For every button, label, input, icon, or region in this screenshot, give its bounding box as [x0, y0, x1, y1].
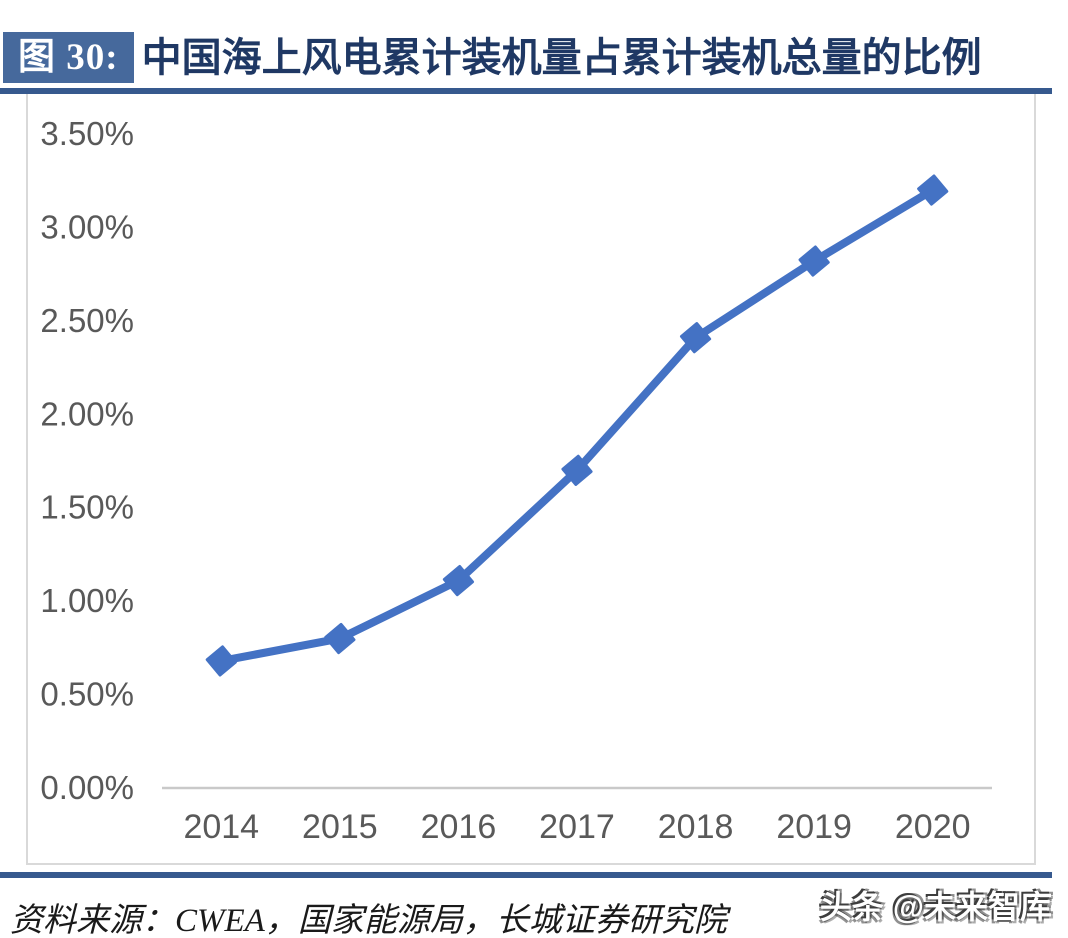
y-axis-tick-label: 3.50% — [40, 115, 134, 152]
x-axis-tick-label: 2018 — [658, 808, 734, 846]
chart-frame: 0.00% 0.50% 1.00% 1.50% 2.00% 2.50% 3.00% 3.50%… — [26, 94, 1036, 865]
y-axis-tick-label: 0.50% — [40, 676, 134, 713]
y-axis-tick-label: 0.00% — [40, 769, 134, 806]
y-axis-tick-label: 2.00% — [40, 395, 134, 432]
data-point-marker-2017 — [561, 454, 593, 486]
line-chart: 0.00% 0.50% 1.00% 1.50% 2.00% 2.50% 3.00% 3.50%… — [40, 115, 992, 846]
y-axis-tick-label: 2.50% — [40, 302, 134, 339]
x-axis-tick-label: 2015 — [302, 808, 378, 846]
x-axis-tick-label: 2016 — [421, 808, 497, 846]
divider-bottom — [0, 872, 1052, 878]
data-point-marker-2015 — [324, 622, 356, 655]
y-axis-tick-label: 3.00% — [40, 208, 134, 245]
data-point-marker-2016 — [442, 565, 475, 597]
x-axis-tick-label: 2019 — [776, 808, 852, 846]
data-point-marker-2014 — [205, 645, 237, 677]
data-point-marker-2019 — [798, 245, 830, 277]
figure-number-badge: 图 30: — [3, 32, 134, 83]
x-axis-tick-label: 2014 — [183, 808, 259, 846]
divider-top — [0, 88, 1052, 94]
y-axis-tick-label: 1.00% — [40, 582, 134, 619]
y-axis-tick-label: 1.50% — [40, 489, 134, 526]
data-point-marker-2020 — [917, 174, 949, 206]
source-note: 资料来源：CWEA，国家能源局，长城证券研究院 — [10, 903, 727, 938]
figure-title: 中国海上风电累计装机量占累计装机总量的比例 — [141, 35, 982, 80]
watermark: 头条 @未来智库 — [819, 889, 1052, 925]
data-point-marker-2018 — [679, 322, 712, 354]
figure-header: 图 30: 中国海上风电累计装机量占累计装机总量的比例 — [3, 32, 982, 83]
x-axis-tick-label: 2017 — [539, 808, 615, 846]
x-axis-tick-label: 2020 — [895, 808, 971, 846]
